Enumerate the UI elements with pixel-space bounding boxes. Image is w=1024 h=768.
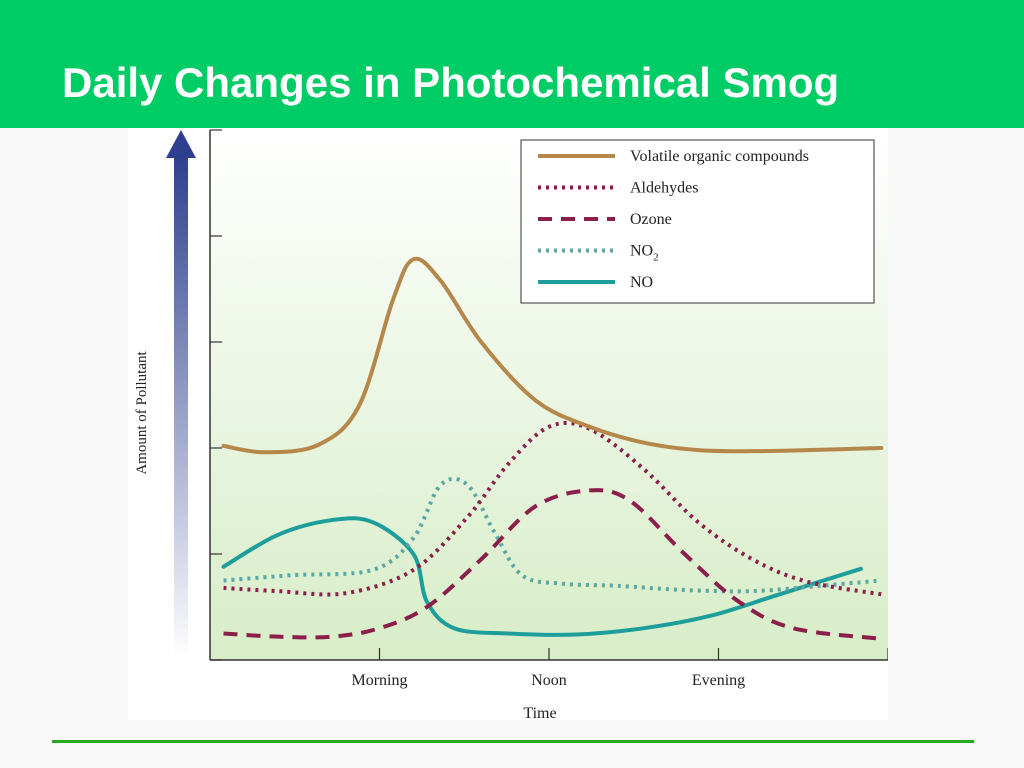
series-line-aldehydes xyxy=(223,421,882,597)
x-tick-label: Evening xyxy=(692,672,745,689)
legend-label: NO2 xyxy=(630,243,659,264)
title-bar xyxy=(0,0,1024,128)
legend: Volatile organic compounds Aldehydes Ozone… xyxy=(520,139,875,304)
x-axis-label: Time xyxy=(523,705,556,720)
series-line-no xyxy=(221,516,863,637)
legend-label: Ozone xyxy=(630,211,672,228)
series-lines xyxy=(221,256,884,641)
legend-label: Aldehydes xyxy=(630,180,698,197)
y-axis-label: Amount of Pollutant xyxy=(134,351,150,475)
legend-label: Volatile organic compounds xyxy=(630,148,809,165)
y-axis-arrow xyxy=(166,130,196,658)
slide-title: Daily Changes in Photochemical Smog xyxy=(62,59,840,106)
figure-panel: Morning Noon Evening Amount of Pollutant T… xyxy=(128,128,889,722)
footer-divider xyxy=(52,740,974,743)
y-axis-ticks xyxy=(210,129,222,661)
smog-line-chart: Morning Noon Evening Amount of Pollutant T… xyxy=(134,129,889,722)
series-line-no2 xyxy=(223,476,882,594)
legend-label: NO xyxy=(630,274,653,291)
x-tick-label: Noon xyxy=(531,672,567,689)
x-tick-label: Morning xyxy=(352,672,408,689)
series-line-volatile-organic-compounds xyxy=(221,256,884,455)
series-line-ozone xyxy=(223,488,882,641)
